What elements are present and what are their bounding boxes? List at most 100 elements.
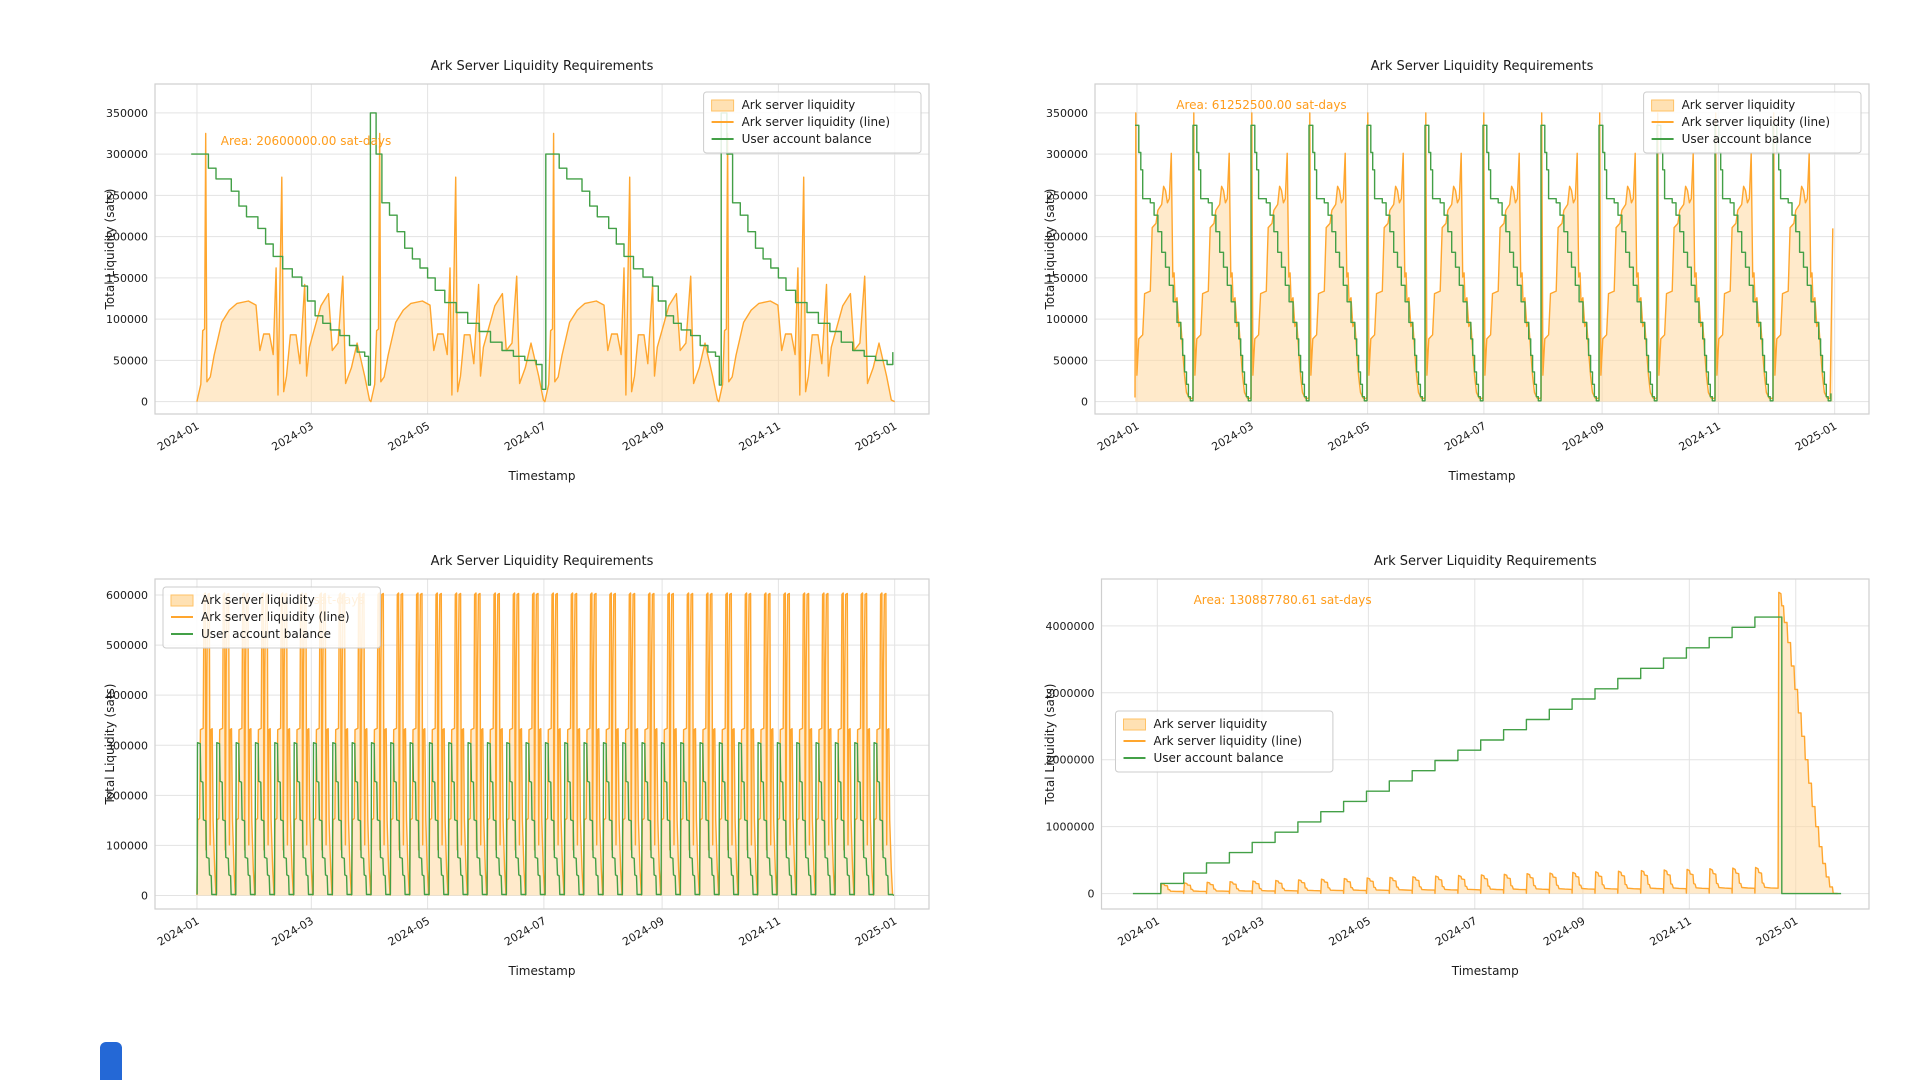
y-tick-label: 200000	[1046, 231, 1088, 244]
chart-bottom-left: sat-days01000002000003000004000005000006…	[100, 545, 945, 995]
chart-svg: sat-days01000002000003000004000005000006…	[103, 554, 930, 978]
x-tick-label: 2024-05	[386, 914, 432, 948]
y-tick-label: 350000	[1046, 107, 1088, 120]
y-tick-label: 4000000	[1046, 620, 1095, 633]
legend-label: Ark server liquidity	[1682, 98, 1796, 112]
y-tick-label: 50000	[1053, 354, 1088, 367]
x-tick-label: 2024-09	[1560, 419, 1606, 453]
y-tick-label: 3000000	[1046, 687, 1095, 700]
legend-label: Ark server liquidity (line)	[742, 115, 891, 129]
series-line-ark-server-liquidity	[196, 132, 895, 403]
y-tick-label: 300000	[1046, 148, 1088, 161]
legend-box	[1643, 91, 1862, 154]
y-tick-label: 2000000	[1046, 754, 1095, 767]
series-line-user-account-balance	[196, 742, 895, 897]
legend-label: Ark server liquidity	[201, 593, 315, 607]
x-axis-label: Timestamp	[1448, 469, 1516, 483]
legend: Ark server liquidity Ark server liquidity…	[1115, 710, 1334, 773]
legend-label: Ark server liquidity	[1154, 717, 1268, 731]
x-tick-label: 2024-03	[270, 914, 316, 948]
x-tick-label: 2024-01	[155, 914, 201, 948]
area-annotation: Area: 61252500.00 sat-days	[1176, 98, 1346, 112]
y-tick-label: 0	[141, 396, 148, 409]
series-group	[196, 592, 895, 897]
series-line-ark-server-liquidity	[1160, 591, 1838, 895]
x-tick-label: 2024-05	[1327, 914, 1373, 948]
y-axis-label: Total Liquidity (sats)	[1043, 189, 1057, 311]
legend-box	[162, 586, 381, 649]
plot-frame	[154, 83, 930, 415]
x-tick-label: 2024-07	[502, 914, 548, 948]
y-tick-label: 100000	[1046, 313, 1088, 326]
y-tick-label: 1000000	[1046, 821, 1095, 834]
x-tick-label: 2025-01	[853, 914, 899, 948]
x-tick-label: 2024-11	[1677, 419, 1723, 453]
y-tick-label: 0	[141, 889, 148, 902]
chart-title: Ark Server Liquidity Requirements	[1374, 554, 1597, 569]
x-tick-label: 2024-01	[1095, 419, 1141, 453]
y-tick-label: 200000	[106, 231, 148, 244]
legend-label: Ark server liquidity	[742, 98, 856, 112]
x-tick-label: 2024-11	[1648, 914, 1694, 948]
series-line-user-account-balance	[191, 112, 894, 390]
chart-svg: Area: 20600000.00 sat-days 0 50000 100000 15…	[103, 59, 930, 483]
chart-top-right: Area: 61252500.00 sat-days 0 50000 100000 15…	[1040, 50, 1885, 500]
y-tick-label: 100000	[106, 839, 148, 852]
y-axis-label: Total Liquidity (sats)	[103, 684, 117, 806]
chart-title: Ark Server Liquidity Requirements	[1371, 59, 1594, 74]
legend-label: Ark server liquidity (line)	[1682, 115, 1831, 129]
legend-box	[1115, 710, 1334, 773]
series-group	[1132, 591, 1842, 895]
legend: Ark server liquidity Ark server liquidity…	[703, 91, 922, 154]
chart-top-left: Area: 20600000.00 sat-days 0 50000 100000 15…	[100, 50, 945, 500]
y-tick-label: 150000	[106, 272, 148, 285]
y-tick-label: 300000	[106, 148, 148, 161]
x-tick-label: 2024-03	[1220, 914, 1266, 948]
x-tick-label: 2024-05	[1326, 419, 1372, 453]
chart-bottom-right: Area: 130887780.61 sat-days 0 1000000 20000…	[1040, 545, 1885, 995]
legend-label: Ark server liquidity (line)	[201, 610, 350, 624]
x-tick-label: 2024-11	[737, 419, 783, 453]
chart-svg: Area: 130887780.61 sat-days 0 1000000 20000…	[1043, 554, 1870, 978]
x-axis-label: Timestamp	[508, 469, 576, 483]
legend-label: User account balance	[742, 132, 872, 146]
y-tick-label: 400000	[106, 689, 148, 702]
x-tick-label: 2024-01	[1116, 914, 1162, 948]
plot-frame	[1094, 83, 1870, 415]
x-tick-label: 2024-03	[1210, 419, 1256, 453]
x-tick-label: 2024-07	[1433, 914, 1479, 948]
x-tick-label: 2025-01	[1754, 914, 1800, 948]
y-tick-label: 600000	[106, 589, 148, 602]
y-tick-label: 150000	[1046, 272, 1088, 285]
x-tick-label: 2024-03	[270, 419, 316, 453]
series-line-user-account-balance	[1132, 616, 1842, 895]
x-tick-label: 2024-09	[1541, 914, 1587, 948]
legend: Ark server liquidity Ark server liquidity…	[162, 586, 381, 649]
plot-frame	[154, 578, 930, 910]
legend-box	[703, 91, 922, 154]
legend-label: User account balance	[201, 627, 331, 641]
x-tick-label: 2024-09	[620, 914, 666, 948]
y-tick-label: 250000	[106, 189, 148, 202]
x-axis-label: Timestamp	[1451, 964, 1519, 978]
x-tick-label: 2024-07	[502, 419, 548, 453]
x-tick-label: 2024-07	[1442, 419, 1488, 453]
legend-swatch-patch	[1651, 99, 1675, 112]
series-group	[191, 112, 895, 403]
legend-label: Ark server liquidity (line)	[1154, 734, 1303, 748]
y-axis-label: Total Liquidity (sats)	[103, 189, 117, 311]
series-area-ark-server-liquidity	[196, 133, 895, 402]
window-edge-artifact	[100, 1042, 122, 1080]
x-tick-label: 2024-01	[155, 419, 201, 453]
legend: Ark server liquidity Ark server liquidity…	[1643, 91, 1862, 154]
y-tick-label: 100000	[106, 313, 148, 326]
area-annotation: Area: 20600000.00 sat-days	[221, 134, 391, 148]
y-tick-label: 300000	[106, 739, 148, 752]
y-tick-label: 200000	[106, 789, 148, 802]
chart-title: Ark Server Liquidity Requirements	[431, 59, 654, 74]
y-axis-label: Total Liquidity (sats)	[1043, 684, 1057, 806]
x-axis-label: Timestamp	[508, 964, 576, 978]
y-tick-label: 250000	[1046, 189, 1088, 202]
legend-label: User account balance	[1154, 751, 1284, 765]
chart-title: Ark Server Liquidity Requirements	[431, 554, 654, 569]
